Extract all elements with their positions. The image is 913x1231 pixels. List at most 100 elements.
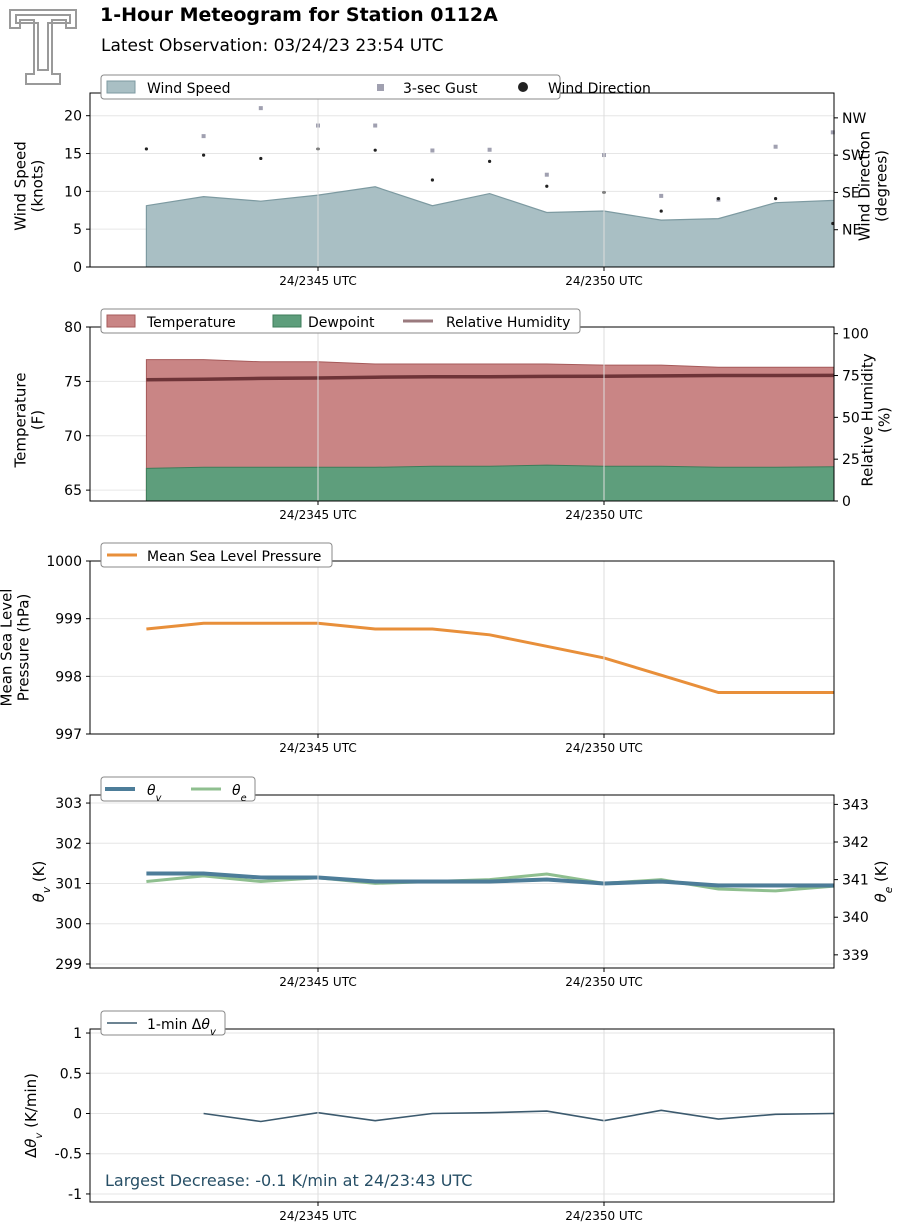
theta-legend-box [100,776,256,802]
mslp-x-tick-label: 24/2350 UTC [565,741,642,755]
dtheta-frame [89,1028,835,1203]
page-title: 1-Hour Meteogram for Station 0112A [100,4,498,26]
theta-y2-tick-label: 340 [842,910,869,926]
temp-y2-tick-label: 100 [842,327,869,343]
temp-y-tick-label: 75 [64,374,82,390]
theta-y2-tick-label: 341 [842,873,869,889]
theta-v-line [146,871,834,888]
mslp-legend-label: Mean Sea Level Pressure [147,549,321,565]
temp-y-tick-label: 80 [64,320,82,336]
wind-y-tick-label: 10 [64,184,82,200]
theta-y2-tick-label: 343 [842,797,869,813]
latest-observation: Latest Observation: 03/24/23 23:54 UTC [101,36,444,56]
wind-legend-swatch [518,82,528,92]
wind-speed-area [145,186,834,267]
theta-y-tick-label: 302 [55,836,82,852]
wind-direction-point [144,147,148,151]
temperature-axis-label: Temperature [11,372,29,468]
dtheta-x-tick-label: 24/2350 UTC [565,1209,642,1223]
mslp-line [146,621,834,694]
theta-frame [89,794,835,969]
wind-y-tick-label: 5 [73,222,82,238]
gust-point [487,147,492,152]
dtheta-legend-label: 1-min Δθv [147,1017,217,1038]
mslp-frame [89,560,835,735]
wind-direction-point [488,159,492,163]
wind-direction-point [430,178,434,182]
wind-speed-axis-label: Wind Speed [11,141,29,231]
mslp-y-tick-label: 997 [55,727,82,743]
gust-point [201,134,206,139]
wind-legend-box [100,74,561,100]
temperature-axis-label: (F) [29,410,47,430]
mslp-x-tick-label: 24/2345 UTC [279,741,356,755]
gust-point [373,123,378,128]
gust-point [430,148,435,153]
theta-e-axis-label: θe (K) [872,861,895,903]
wind-y-tick-label: 0 [73,260,82,276]
wind-direction-axis-label: Wind Direction [855,131,873,241]
temp-x-tick-label: 24/2350 UTC [565,508,642,522]
temp-y2-tick-label: 0 [842,494,851,510]
theta-x-tick-label: 24/2345 UTC [279,975,356,989]
theta-legend-label: θv [147,783,162,804]
temp-legend-label: Temperature [146,315,236,331]
gust-point [830,130,835,135]
wind-y2-tick-label: SE [842,185,860,201]
theta-y2-tick-label: 339 [842,948,869,964]
theta-y-tick-label: 303 [55,796,82,812]
wind-legend-label: Wind Speed [147,81,231,97]
largest-decrease-annotation: Largest Decrease: -0.1 K/min at 24/23:43… [105,1171,472,1190]
dtheta-y-tick-label: 0 [73,1106,82,1122]
wind-legend-label: Wind Direction [548,81,651,97]
wind-x-tick-label: 24/2350 UTC [565,274,642,288]
delta-theta-line [203,1109,834,1123]
temp-legend-swatch [106,314,136,328]
theta-y2-tick-label: 342 [842,835,869,851]
wind-legend-label: 3-sec Gust [403,81,478,97]
wind-direction-point [716,197,721,201]
texas-tech-double-t-logo-icon [9,9,77,85]
wind-y2-tick-label: SW [842,148,865,164]
gust-point [659,193,664,198]
wind-direction-point [774,197,778,201]
dtheta-y-tick-label: -0.5 [55,1147,82,1163]
mslp-axis-label: Pressure (hPa) [15,594,33,702]
relative-humidity-line [146,373,834,382]
temp-y-tick-label: 70 [64,429,82,445]
dtheta-y-tick-label: 0.5 [60,1066,82,1082]
delta-theta-axis-label: Δθv (K/min) [22,1073,45,1158]
temp-y2-tick-label: 50 [842,410,860,426]
theta-y-tick-label: 299 [55,957,82,973]
mslp-y-tick-label: 998 [55,669,82,685]
mslp-y-tick-label: 1000 [46,554,82,570]
theta-y-tick-label: 301 [55,877,82,893]
theta-x-tick-label: 24/2350 UTC [565,975,642,989]
temp-y2-tick-label: 25 [842,452,860,468]
wind-direction-axis-label: (degrees) [873,150,891,222]
wind-speed-axis-label: (knots) [29,160,47,213]
wind-legend-swatch [106,80,136,94]
wind-legend-swatch [377,84,384,91]
temp-y-tick-label: 65 [64,483,82,499]
wind-direction-point [373,148,377,152]
temp-legend-swatch [272,314,302,328]
mslp-axis-label: Mean Sea Level [0,589,15,707]
gust-point [544,172,549,177]
wind-direction-point [259,156,263,161]
wind-y-tick-label: 15 [64,147,82,163]
dewpoint-area [145,464,834,501]
wind-direction-point [831,221,834,226]
dtheta-y-tick-label: 1 [73,1026,82,1042]
mslp-y-tick-label: 999 [55,612,82,628]
temp-legend-label: Dewpoint [308,315,375,331]
wind-direction-point [545,184,549,188]
temp-legend-box [100,308,581,334]
gust-point [258,106,263,111]
temp-y2-tick-label: 75 [842,369,860,385]
dtheta-y-tick-label: -1 [68,1187,82,1203]
gust-point [773,144,778,149]
wind-direction-point [659,209,663,213]
relative-humidity-axis-label: Relative Humidity [858,353,876,486]
theta-y-tick-label: 300 [55,917,82,933]
